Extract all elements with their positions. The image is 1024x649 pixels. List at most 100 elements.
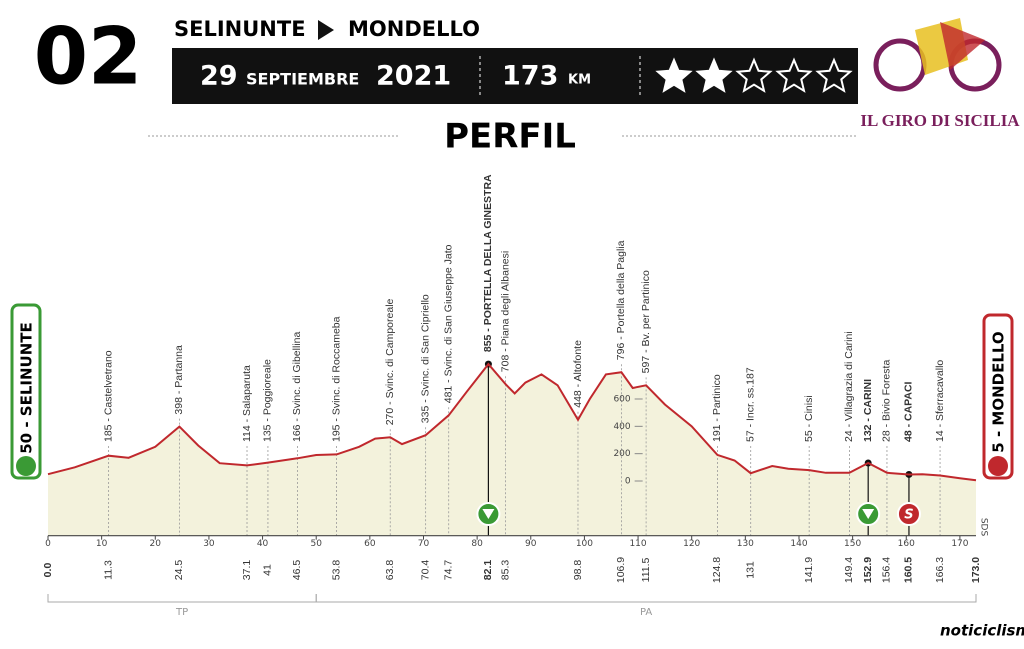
date-day: 29 [200, 61, 238, 92]
waypoint-label: 14 - Sferracavallo [934, 360, 946, 442]
x-tick-label: 90 [525, 539, 537, 549]
sprint-icon [896, 502, 921, 526]
x-tick-label: 70 [418, 539, 430, 549]
waypoint-label: 191 - Partinico [711, 374, 723, 442]
date-year: 2021 [376, 61, 451, 92]
waypoint-label: 166 - Svinc. di Gibellina [291, 332, 303, 442]
y-tick-label: 600 [613, 394, 630, 404]
difficulty-stars [655, 57, 853, 93]
waypoint-km: 41 [262, 564, 274, 576]
region-label: PA [640, 607, 652, 618]
y-tick-label: 0 [625, 477, 631, 487]
x-tick-label: 170 [951, 539, 968, 549]
waypoint-label: 114 - Salaparuta [241, 365, 253, 442]
profile-area [48, 364, 976, 536]
sprint-letter: S [904, 508, 913, 523]
waypoint-label: 185 - Castelvetrano [102, 350, 114, 442]
waypoint-label: 597 - Bv. per Partinico [640, 270, 652, 373]
finish-label: 5 - MONDELLO [990, 331, 1008, 452]
climb-arrow [482, 509, 495, 519]
x-tick-label: 140 [790, 539, 807, 549]
waypoint-km: 106.9 [615, 557, 627, 583]
waypoint-km: 141.9 [803, 557, 815, 583]
finish-icon [988, 456, 1008, 476]
waypoint-label: 28 - Bivio Foresta [881, 360, 893, 442]
waypoint-label: 132 - CARINI [862, 379, 874, 442]
start-box [10, 303, 42, 480]
distance-unit: KM [568, 73, 591, 88]
waypoint-km: 74.7 [442, 560, 454, 581]
star-filled [695, 57, 733, 93]
waypoint-label: 796 - Portella della Paglia [615, 240, 627, 360]
waypoint-label: 481 - Svinc. di San Giuseppe Jato [442, 244, 454, 403]
waypoint-km: 70.4 [419, 560, 431, 581]
x-tick-label: 60 [364, 539, 376, 549]
credit: noticiclismo [940, 622, 1024, 640]
plot: 185 - Castelvetrano 11.3 398 - Partanna 24.… [42, 174, 989, 618]
waypoint-km: 53.8 [330, 560, 342, 581]
x-tick-label: 80 [471, 539, 483, 549]
waypoint-label: 708 - Piana degli Albanesi [499, 251, 511, 372]
x-tick-label: 130 [737, 539, 754, 549]
x-tick-label: 10 [96, 539, 108, 549]
x-tick-label: 100 [576, 539, 593, 549]
waypoint-label: 48 - CAPACI [903, 381, 915, 442]
waypoint-label: 398 - Partanna [173, 345, 185, 415]
waypoint-km: 149.4 [843, 557, 855, 583]
waypoint-km: 124.8 [711, 557, 723, 583]
y-tick-label: 400 [613, 422, 630, 432]
star-filled [655, 57, 693, 93]
waypoint-km: 156.4 [881, 557, 893, 583]
waypoint-km: 24.5 [173, 560, 185, 581]
waypoint-km: 131 [744, 561, 756, 579]
waypoint-km: 82.1 [482, 560, 494, 581]
waypoint-label: 335 - Svinc. di San Cipriello [419, 294, 431, 423]
waypoint-km: 37.1 [241, 560, 253, 581]
finish-box [982, 313, 1014, 480]
waypoint-km: 160.5 [903, 557, 915, 583]
x-tick-label: 30 [203, 539, 215, 549]
x-tick-label: 50 [310, 539, 322, 549]
logo-text: IL GIRO DI SICILIA [860, 111, 1020, 130]
waypoint-label: 270 - Svinc. di Camporeale [384, 298, 396, 425]
waypoint-label: 195 - Svinc. di Roccameba [330, 316, 342, 442]
star-empty [815, 57, 853, 93]
distance: 173 [502, 61, 558, 92]
waypoint-km: 46.5 [291, 560, 303, 581]
finish-km: 173.0 [970, 557, 982, 583]
stage-number: 02 [34, 12, 143, 102]
section-title: PERFIL [444, 117, 576, 157]
waypoint-label: 135 - Poggioreale [262, 359, 274, 442]
start-label: 50 - SELINUNTE [18, 322, 36, 454]
waypoint-km: 63.8 [384, 560, 396, 581]
waypoint-label: 448 - Altofonte [572, 340, 584, 408]
arrow [318, 20, 334, 40]
waypoint-label: 855 - PORTELLA DELLA GINESTRA [482, 174, 494, 352]
star-empty [735, 57, 773, 93]
start-icon [16, 456, 36, 476]
waypoint-km: 11.3 [102, 560, 114, 580]
axis-note: SDS [979, 518, 989, 537]
logo: IL GIRO DI SICILIA [860, 18, 1020, 130]
waypoint-label: 24 - Villagrazia di Carini [843, 331, 855, 442]
waypoint-km: 166.3 [934, 557, 946, 583]
x-tick-label: 120 [683, 539, 700, 549]
start-km: 0.0 [42, 563, 54, 578]
finish-town: MONDELLO [348, 17, 480, 41]
region-label: TP [175, 607, 188, 618]
waypoint-km: 111.5 [640, 557, 652, 582]
x-tick-label: 0 [45, 539, 51, 549]
title-box [410, 113, 610, 161]
x-tick-label: 160 [898, 539, 915, 549]
waypoint-label: 57 - Incr. ss.187 [744, 367, 756, 442]
y-tick-label: 200 [613, 449, 630, 459]
x-tick-label: 150 [844, 539, 861, 549]
waypoint-km: 85.3 [499, 560, 511, 581]
waypoint-km: 152.9 [862, 557, 874, 583]
climb-arrow [862, 509, 875, 519]
start-town: SELINUNTE [174, 17, 306, 41]
waypoint-label: 55 - Cinisi [803, 395, 815, 442]
x-tick-label: 40 [257, 539, 269, 549]
